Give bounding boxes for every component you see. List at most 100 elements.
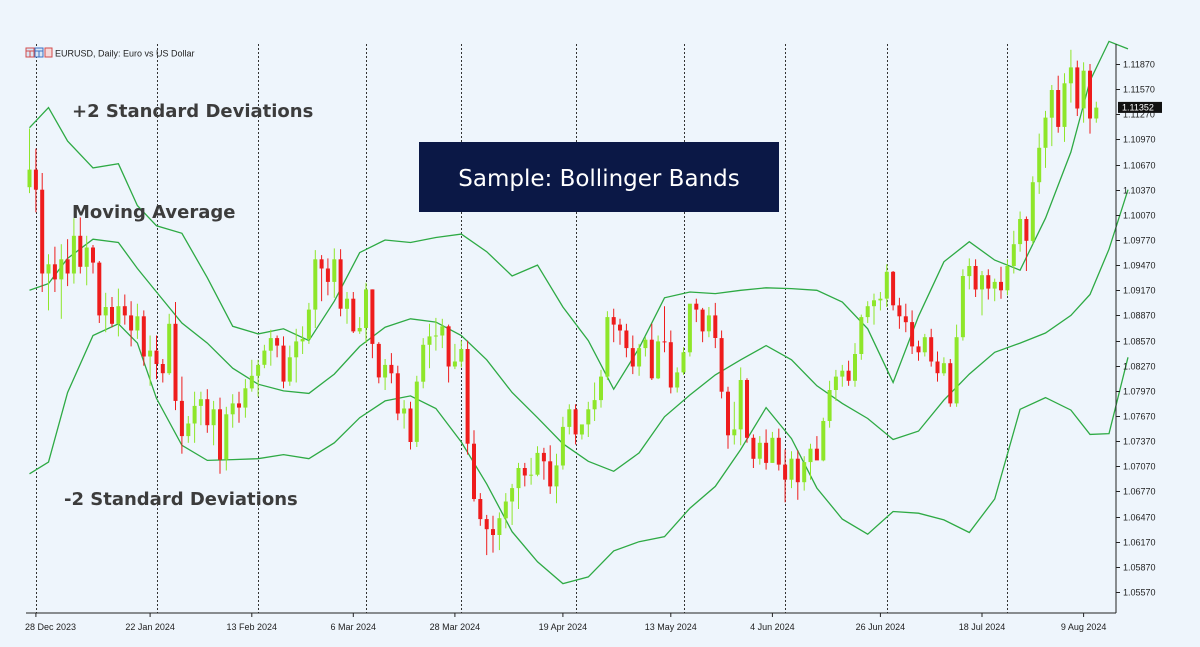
- candle: [491, 515, 495, 553]
- candle: [878, 292, 883, 311]
- candle: [795, 450, 800, 500]
- candle-body: [313, 259, 318, 310]
- candle-body: [516, 468, 521, 489]
- candle: [726, 386, 730, 449]
- candle-body: [503, 501, 508, 519]
- candle-body: [84, 247, 89, 267]
- candle-body: [440, 326, 445, 336]
- candle-body: [160, 364, 165, 374]
- chart-title: Sample: Bollinger Bands: [458, 166, 739, 192]
- candle-body: [853, 354, 857, 381]
- candle: [1068, 49, 1073, 103]
- candle: [484, 514, 489, 556]
- candle: [160, 359, 165, 383]
- candle: [827, 380, 832, 428]
- candle-body: [376, 343, 381, 378]
- current-price-marker: 1.11352: [1118, 101, 1162, 113]
- candle-body: [795, 458, 800, 483]
- lower-band-annotation: -2 Standard Deviations: [64, 489, 298, 510]
- candle-body: [116, 306, 121, 324]
- candle: [903, 303, 908, 333]
- candle-body: [465, 349, 470, 444]
- candle-body: [960, 276, 965, 338]
- candle-body: [935, 361, 940, 374]
- candle-body: [1024, 219, 1029, 241]
- candle-body: [40, 189, 45, 274]
- candle-body: [567, 409, 572, 427]
- title-background: [419, 142, 779, 212]
- candle-body: [351, 298, 356, 332]
- candle: [840, 364, 845, 387]
- candle: [738, 367, 743, 446]
- candle: [833, 369, 838, 401]
- candle: [510, 483, 515, 525]
- candle: [306, 302, 311, 344]
- candle: [935, 351, 940, 382]
- candle-body: [484, 519, 489, 530]
- candle-body: [300, 338, 305, 342]
- candle-body: [414, 381, 419, 442]
- candle: [656, 335, 661, 380]
- candle-body: [776, 437, 781, 465]
- candle: [154, 335, 159, 380]
- candle: [237, 391, 241, 423]
- candle-body: [586, 409, 591, 425]
- candle-body: [433, 335, 438, 337]
- candle-body: [529, 474, 534, 476]
- candle-body: [179, 400, 184, 437]
- candle: [783, 449, 788, 503]
- candle-body: [306, 309, 311, 339]
- candle: [764, 429, 769, 470]
- chart-title-box: Sample: Bollinger Bands: [419, 142, 779, 212]
- candle: [1011, 230, 1016, 274]
- candle-body: [573, 409, 578, 435]
- candle: [332, 248, 337, 298]
- time-tick-label: 9 Aug 2024: [1061, 622, 1107, 632]
- time-tick-label: 6 Mar 2024: [331, 622, 377, 632]
- candle: [376, 342, 381, 384]
- candle-body: [833, 376, 838, 390]
- candle-body: [1011, 244, 1016, 266]
- candle-body: [738, 380, 743, 430]
- candle-body: [605, 317, 610, 377]
- time-axis-ticks: 28 Dec 2023 22 Jan 2024 13 Feb 2024 6 Mar 2…: [25, 613, 1106, 632]
- candle-body: [78, 235, 83, 267]
- candle: [383, 359, 388, 390]
- candle-body: [745, 380, 749, 438]
- candle-body: [865, 306, 870, 318]
- candle-body: [719, 338, 724, 392]
- candle-body: [497, 518, 502, 535]
- candle-body: [33, 169, 38, 190]
- price-tick-label: 1.10970: [1123, 135, 1156, 145]
- symbol-header: EURUSD, Daily: Euro vs US Dollar: [25, 47, 195, 59]
- candle-body: [535, 452, 540, 475]
- candle: [522, 462, 527, 487]
- candle-body: [65, 259, 70, 274]
- candle-body: [687, 303, 692, 353]
- price-tick-label: 1.10370: [1123, 186, 1156, 196]
- price-tick-label: 1.08570: [1123, 337, 1156, 347]
- candle-body: [662, 341, 667, 343]
- candle: [1024, 216, 1029, 271]
- candle: [560, 416, 565, 470]
- candle: [872, 293, 876, 325]
- candle: [414, 375, 419, 447]
- candle-body: [224, 414, 229, 460]
- candle: [78, 217, 83, 274]
- candle: [345, 292, 349, 324]
- candle-body: [211, 409, 216, 426]
- candle: [1049, 85, 1054, 147]
- candle-body: [929, 337, 934, 362]
- candle: [624, 323, 629, 358]
- candle-body: [1030, 182, 1035, 241]
- candle: [230, 394, 235, 428]
- candle-body: [141, 316, 146, 357]
- candle: [1030, 176, 1035, 245]
- candle: [319, 255, 324, 302]
- price-tick-label: 1.10070: [1123, 211, 1156, 221]
- candle: [408, 401, 413, 450]
- candle: [294, 328, 299, 383]
- candle-body: [948, 363, 953, 404]
- price-tick-label: 1.06470: [1123, 513, 1156, 523]
- candle: [567, 404, 572, 435]
